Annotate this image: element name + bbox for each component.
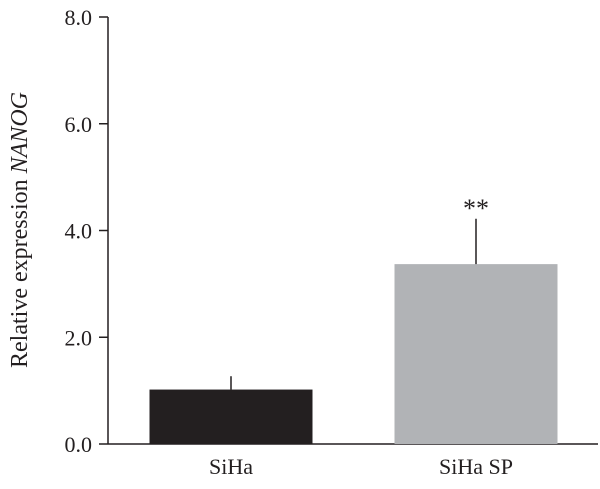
error-bars: [230, 218, 477, 390]
bars: [149, 264, 558, 444]
y-axis-label-gene: NANOG: [7, 92, 33, 174]
y-axis-label: Relative expression NANOG: [7, 92, 33, 368]
y-tick-label: 6.0: [65, 112, 93, 137]
y-tick-label: 2.0: [65, 325, 93, 350]
y-axis-label-prefix: Relative expression: [7, 173, 33, 368]
bar: [149, 389, 313, 444]
x-axis: SiHa SiHa SP: [108, 443, 598, 479]
x-tick-label: SiHa SP: [439, 454, 513, 479]
significance-annotations: **: [463, 194, 489, 223]
significance-label: **: [463, 194, 489, 223]
y-tick-label: 4.0: [65, 219, 93, 244]
y-tick-label: 8.0: [65, 5, 93, 30]
y-axis: 0.0 2.0 4.0 6.0 8.0: [65, 5, 109, 457]
y-tick-label: 0.0: [65, 432, 93, 457]
x-tick-label: SiHa: [209, 454, 253, 479]
bar: [394, 264, 558, 444]
